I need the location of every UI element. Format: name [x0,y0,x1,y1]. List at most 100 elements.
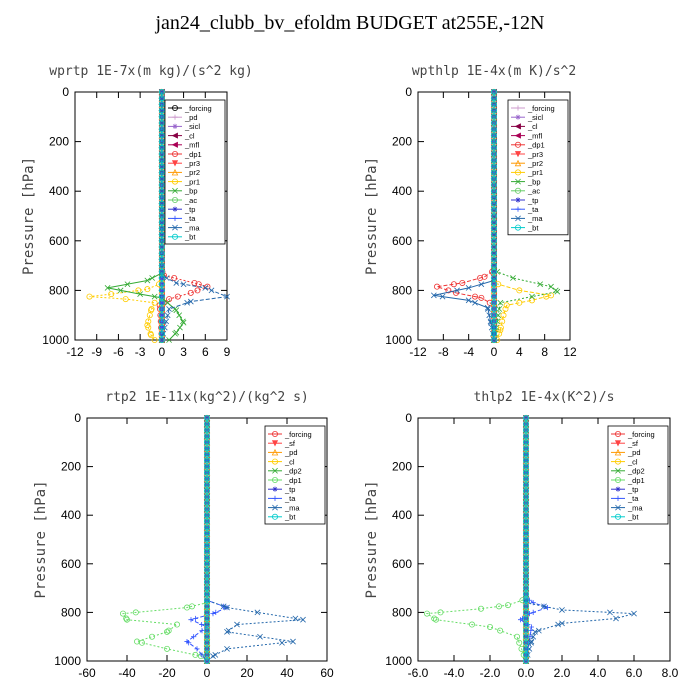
data-point [203,506,210,513]
data-point [490,262,497,269]
data-point [203,475,210,482]
data-point [158,324,165,331]
legend-label: _cl [184,131,195,140]
data-point [158,268,165,275]
data-point [146,312,153,319]
data-point [490,107,497,114]
data-point [523,518,530,525]
data-point [523,651,530,658]
data-point [490,157,497,164]
data-point [487,319,494,326]
data-point [203,433,210,440]
data-point [158,113,165,120]
legend: _forcing_pd_sicl_cl_mfl_dp1_pr3_pr2_pr1_… [164,99,226,245]
series-line [436,92,495,340]
x-tick-label: 6.0 [626,666,643,680]
panel-title: wpthlp 1E-4x(m K)/s^2 [412,64,576,79]
data-point [465,297,472,304]
data-point [437,609,444,616]
legend-label: _tp [284,485,295,494]
data-point [559,620,565,627]
data-point [490,305,497,312]
data-point [490,225,497,232]
x-tick-label: 0 [159,345,166,359]
legend-label: _bp [527,177,541,186]
data-point [199,628,205,634]
legend-marker [615,467,621,474]
data-point [490,324,497,331]
data-point [203,633,210,640]
y-tick-label: 800 [61,605,81,619]
legend: _forcing_sf_pd_cl_dp2_dp1_tp_ta_ma_bt [264,425,326,525]
data-point [203,603,210,610]
legend-marker [271,440,279,447]
legend-label: _pr1 [527,168,543,177]
legend-marker [271,513,278,520]
data-point [468,621,475,628]
legend-marker [171,196,178,203]
data-point [523,475,530,482]
y-tick-label: 0 [405,85,412,99]
legend-label: _pd [284,448,298,457]
data-point [535,627,542,634]
data-point [158,181,165,188]
legend-label: _dp1 [627,476,645,485]
legend-marker [515,224,522,231]
x-tick-label: 4 [516,345,523,359]
data-point [490,243,497,250]
legend-label: _pr3 [184,159,200,168]
legend-marker [171,105,178,112]
data-point [172,330,179,337]
legend-label: _dp1 [284,476,302,485]
data-point [86,293,93,300]
y-tick-label: 1000 [385,654,412,668]
legend-marker [171,233,178,240]
data-point [537,281,544,288]
data-point [138,639,145,646]
y-axis-label: Pressure [hPa] [21,157,37,275]
data-point [530,633,537,640]
legend-marker [615,476,622,483]
data-point [490,132,497,139]
data-point [523,554,530,561]
legend-marker [172,215,178,221]
data-point [179,318,186,325]
x-tick-label: -60 [78,666,96,680]
series-line [206,418,304,662]
data-point [135,287,142,294]
data-point [523,536,530,543]
data-point [445,287,452,294]
data-point [212,652,219,658]
data-point [439,293,446,300]
y-tick-label: 0 [74,411,81,425]
data-point [188,603,195,610]
y-tick-label: 800 [49,283,69,297]
legend-label: _bt [184,233,196,242]
legend-label: _tp [184,205,195,214]
data-point [104,285,111,291]
data-point [486,623,493,630]
legend-label: _sicl [184,122,200,131]
data-point [279,639,285,646]
data-point [203,542,210,549]
series-dp1 [120,414,210,665]
legend-marker [271,476,278,483]
data-point [472,299,478,306]
x-tick-label: -4 [463,345,474,359]
data-point [194,646,200,652]
legend-box [507,99,569,236]
legend-label: _forcing [184,104,212,113]
data-point [158,101,165,108]
data-point [477,274,484,281]
data-point [122,296,129,303]
data-point [151,293,158,300]
x-tick-label: 0.0 [518,666,535,680]
legend-label: _pr3 [527,150,543,159]
data-point [158,200,165,207]
data-point [490,126,497,133]
data-point [187,289,194,296]
data-point [490,299,497,306]
legend-marker [172,123,178,129]
legend-label: _dp2 [284,467,302,476]
data-point [523,639,530,646]
